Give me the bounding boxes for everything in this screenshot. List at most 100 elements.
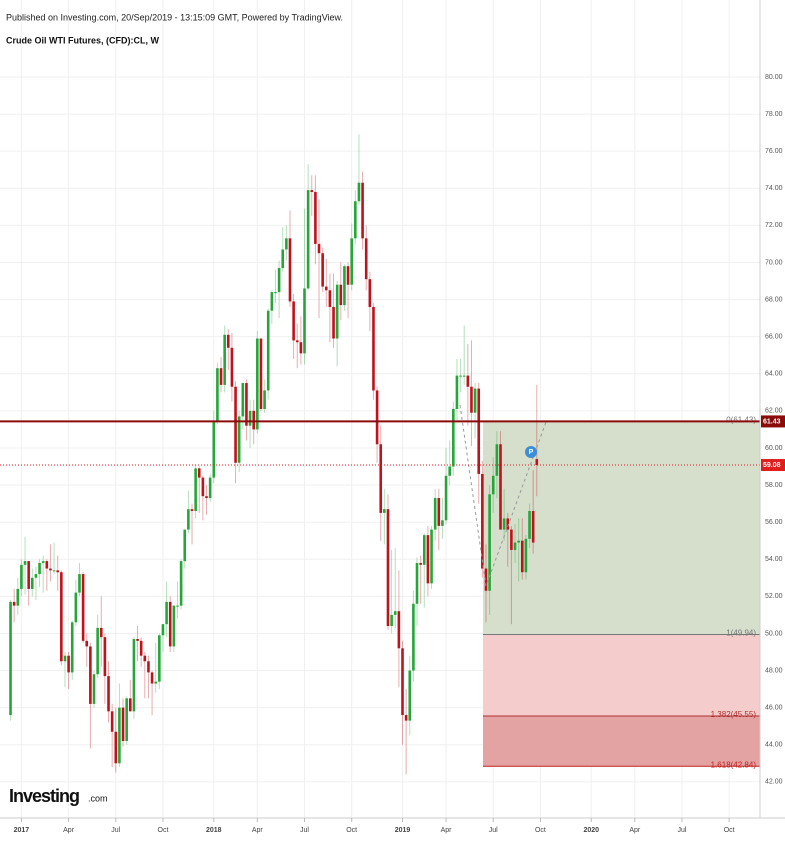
y-tick-label: 80.00: [765, 74, 783, 81]
candle-body: [455, 375, 459, 409]
candle-body: [266, 310, 270, 391]
candle-body: [328, 290, 332, 307]
candle-body: [430, 529, 433, 584]
candle-body: [9, 601, 12, 716]
fib-label: 0(61.43): [726, 416, 756, 425]
logo: Investing .com: [9, 786, 108, 806]
candle-body: [219, 368, 223, 385]
candle-body: [299, 342, 303, 354]
candle-body: [357, 182, 361, 202]
candle-body: [361, 182, 364, 239]
x-tick-label: 2017: [14, 827, 30, 834]
candle-body: [158, 635, 161, 682]
candle-body: [484, 568, 488, 591]
candle-body: [103, 637, 107, 677]
y-tick-label: 72.00: [765, 222, 783, 229]
candle-body: [23, 561, 27, 565]
marker-label: P: [529, 449, 534, 456]
x-tick-label: Oct: [724, 827, 735, 834]
candle-body: [408, 670, 412, 721]
candle-body: [433, 498, 437, 530]
price-label: 61.43: [763, 418, 781, 425]
candle-body: [183, 529, 187, 562]
y-tick-label: 56.00: [765, 519, 783, 526]
candle-body: [31, 577, 34, 589]
candle-body: [415, 562, 419, 604]
y-tick-label: 76.00: [765, 148, 783, 155]
candle-body: [125, 698, 128, 742]
y-tick-label: 66.00: [765, 334, 783, 341]
candle-body: [263, 390, 266, 409]
candle-body: [89, 646, 92, 704]
candle-body: [190, 509, 194, 512]
candle-body: [419, 562, 422, 565]
candles: [9, 134, 539, 775]
x-tick-label: 2019: [395, 827, 411, 834]
candle-body: [223, 334, 226, 385]
candle-body: [473, 388, 477, 413]
candle-body: [216, 368, 219, 422]
candle-body: [452, 409, 455, 467]
candle-body: [444, 475, 448, 521]
candle-body: [132, 639, 136, 712]
y-tick-label: 70.00: [765, 259, 783, 266]
candle-body: [110, 711, 114, 732]
candle-body: [237, 416, 241, 463]
fib-label: 1(49.94): [726, 629, 756, 638]
candle-body: [372, 306, 375, 391]
candle-body: [81, 574, 85, 641]
candle-body: [303, 288, 306, 354]
candle-body: [34, 574, 38, 578]
y-tick-label: 54.00: [765, 556, 783, 563]
candle-body: [506, 518, 510, 530]
candle-body: [63, 655, 67, 662]
candle-body: [281, 249, 285, 269]
candle-body: [288, 238, 292, 302]
candle-body: [150, 672, 154, 684]
candle-body: [535, 459, 539, 466]
x-tick-label: Oct: [158, 827, 169, 834]
fib-label: 1.382(45.55): [711, 710, 757, 719]
y-tick-label: 58.00: [765, 482, 783, 489]
candle-body: [404, 715, 408, 721]
candle-body: [324, 286, 328, 291]
candle-body: [161, 624, 165, 636]
candle-body: [226, 334, 230, 348]
x-tick-label: Apr: [252, 827, 264, 834]
candle-body: [379, 444, 383, 513]
candle-body: [38, 562, 41, 575]
candle-body: [139, 640, 143, 656]
chart-title: Crude Oil WTI Futures, (CFD):CL, W: [6, 35, 159, 45]
candle-body: [386, 509, 390, 627]
candle-body: [426, 535, 430, 584]
candle-body: [481, 473, 484, 569]
candle-body: [510, 529, 513, 550]
candle-body: [364, 238, 368, 280]
candle-body: [470, 386, 473, 413]
fib-zone: 0(61.43) 1(49.94) 1.382(45.55) 1.618(42.84): [483, 416, 760, 769]
candle-body: [143, 655, 147, 662]
candle-body: [60, 572, 63, 662]
candle-body: [172, 605, 176, 647]
x-tick-label: Apr: [629, 827, 641, 834]
candle-body: [285, 238, 288, 250]
candle-body: [212, 421, 216, 478]
candle-body: [12, 601, 16, 606]
candle-body: [245, 383, 248, 426]
candle-body: [107, 676, 110, 712]
candle-body: [194, 468, 197, 512]
x-tick-label: Apr: [63, 827, 75, 834]
x-tick-label: Jul: [300, 827, 309, 834]
candle-body: [321, 253, 324, 287]
x-tick-label: Jul: [677, 827, 686, 834]
candle-body: [520, 540, 524, 573]
candle-body: [339, 284, 343, 306]
candle-body: [437, 498, 441, 526]
candle-body: [176, 605, 179, 607]
fib-label: 1.618(42.84): [711, 760, 757, 769]
candle-body: [259, 338, 263, 409]
candle-body: [488, 494, 491, 591]
candle-body: [154, 681, 158, 684]
candle-body: [56, 570, 60, 573]
candle-body: [168, 601, 172, 647]
